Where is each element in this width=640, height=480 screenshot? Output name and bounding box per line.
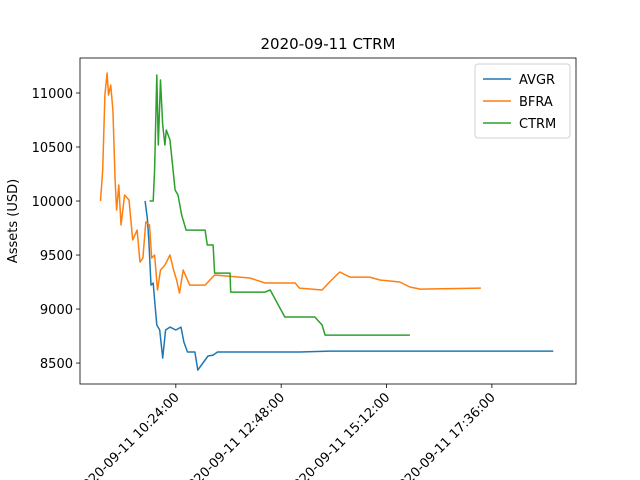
- plot-frame: [79, 57, 577, 385]
- legend-label: CTRM: [519, 117, 556, 132]
- data-line: [99, 72, 481, 294]
- legend-box: [474, 63, 571, 139]
- data-line: [149, 74, 410, 336]
- y-axis-label: Assets (USD): [6, 179, 21, 263]
- data-line: [144, 200, 554, 371]
- y-tick-label: 9000: [40, 303, 73, 318]
- x-tick-label: 2020-09-11 12:48:00: [180, 390, 288, 480]
- y-tick-label: 11000: [32, 87, 73, 102]
- x-tick-label: 2020-09-11 17:36:00: [390, 390, 498, 480]
- y-tick-label: 8500: [40, 357, 73, 372]
- x-tick-label: 2020-09-11 15:12:00: [285, 390, 393, 480]
- y-tick-label: 10500: [32, 141, 73, 156]
- x-tick-label: 2020-09-11 10:24:00: [74, 390, 182, 480]
- legend-label: BFRA: [519, 95, 553, 110]
- legend-label: AVGR: [519, 73, 555, 88]
- chart-title: 2020-09-11 CTRM: [261, 35, 396, 53]
- y-tick-label: 10000: [32, 195, 73, 210]
- y-tick-label: 9500: [40, 249, 73, 264]
